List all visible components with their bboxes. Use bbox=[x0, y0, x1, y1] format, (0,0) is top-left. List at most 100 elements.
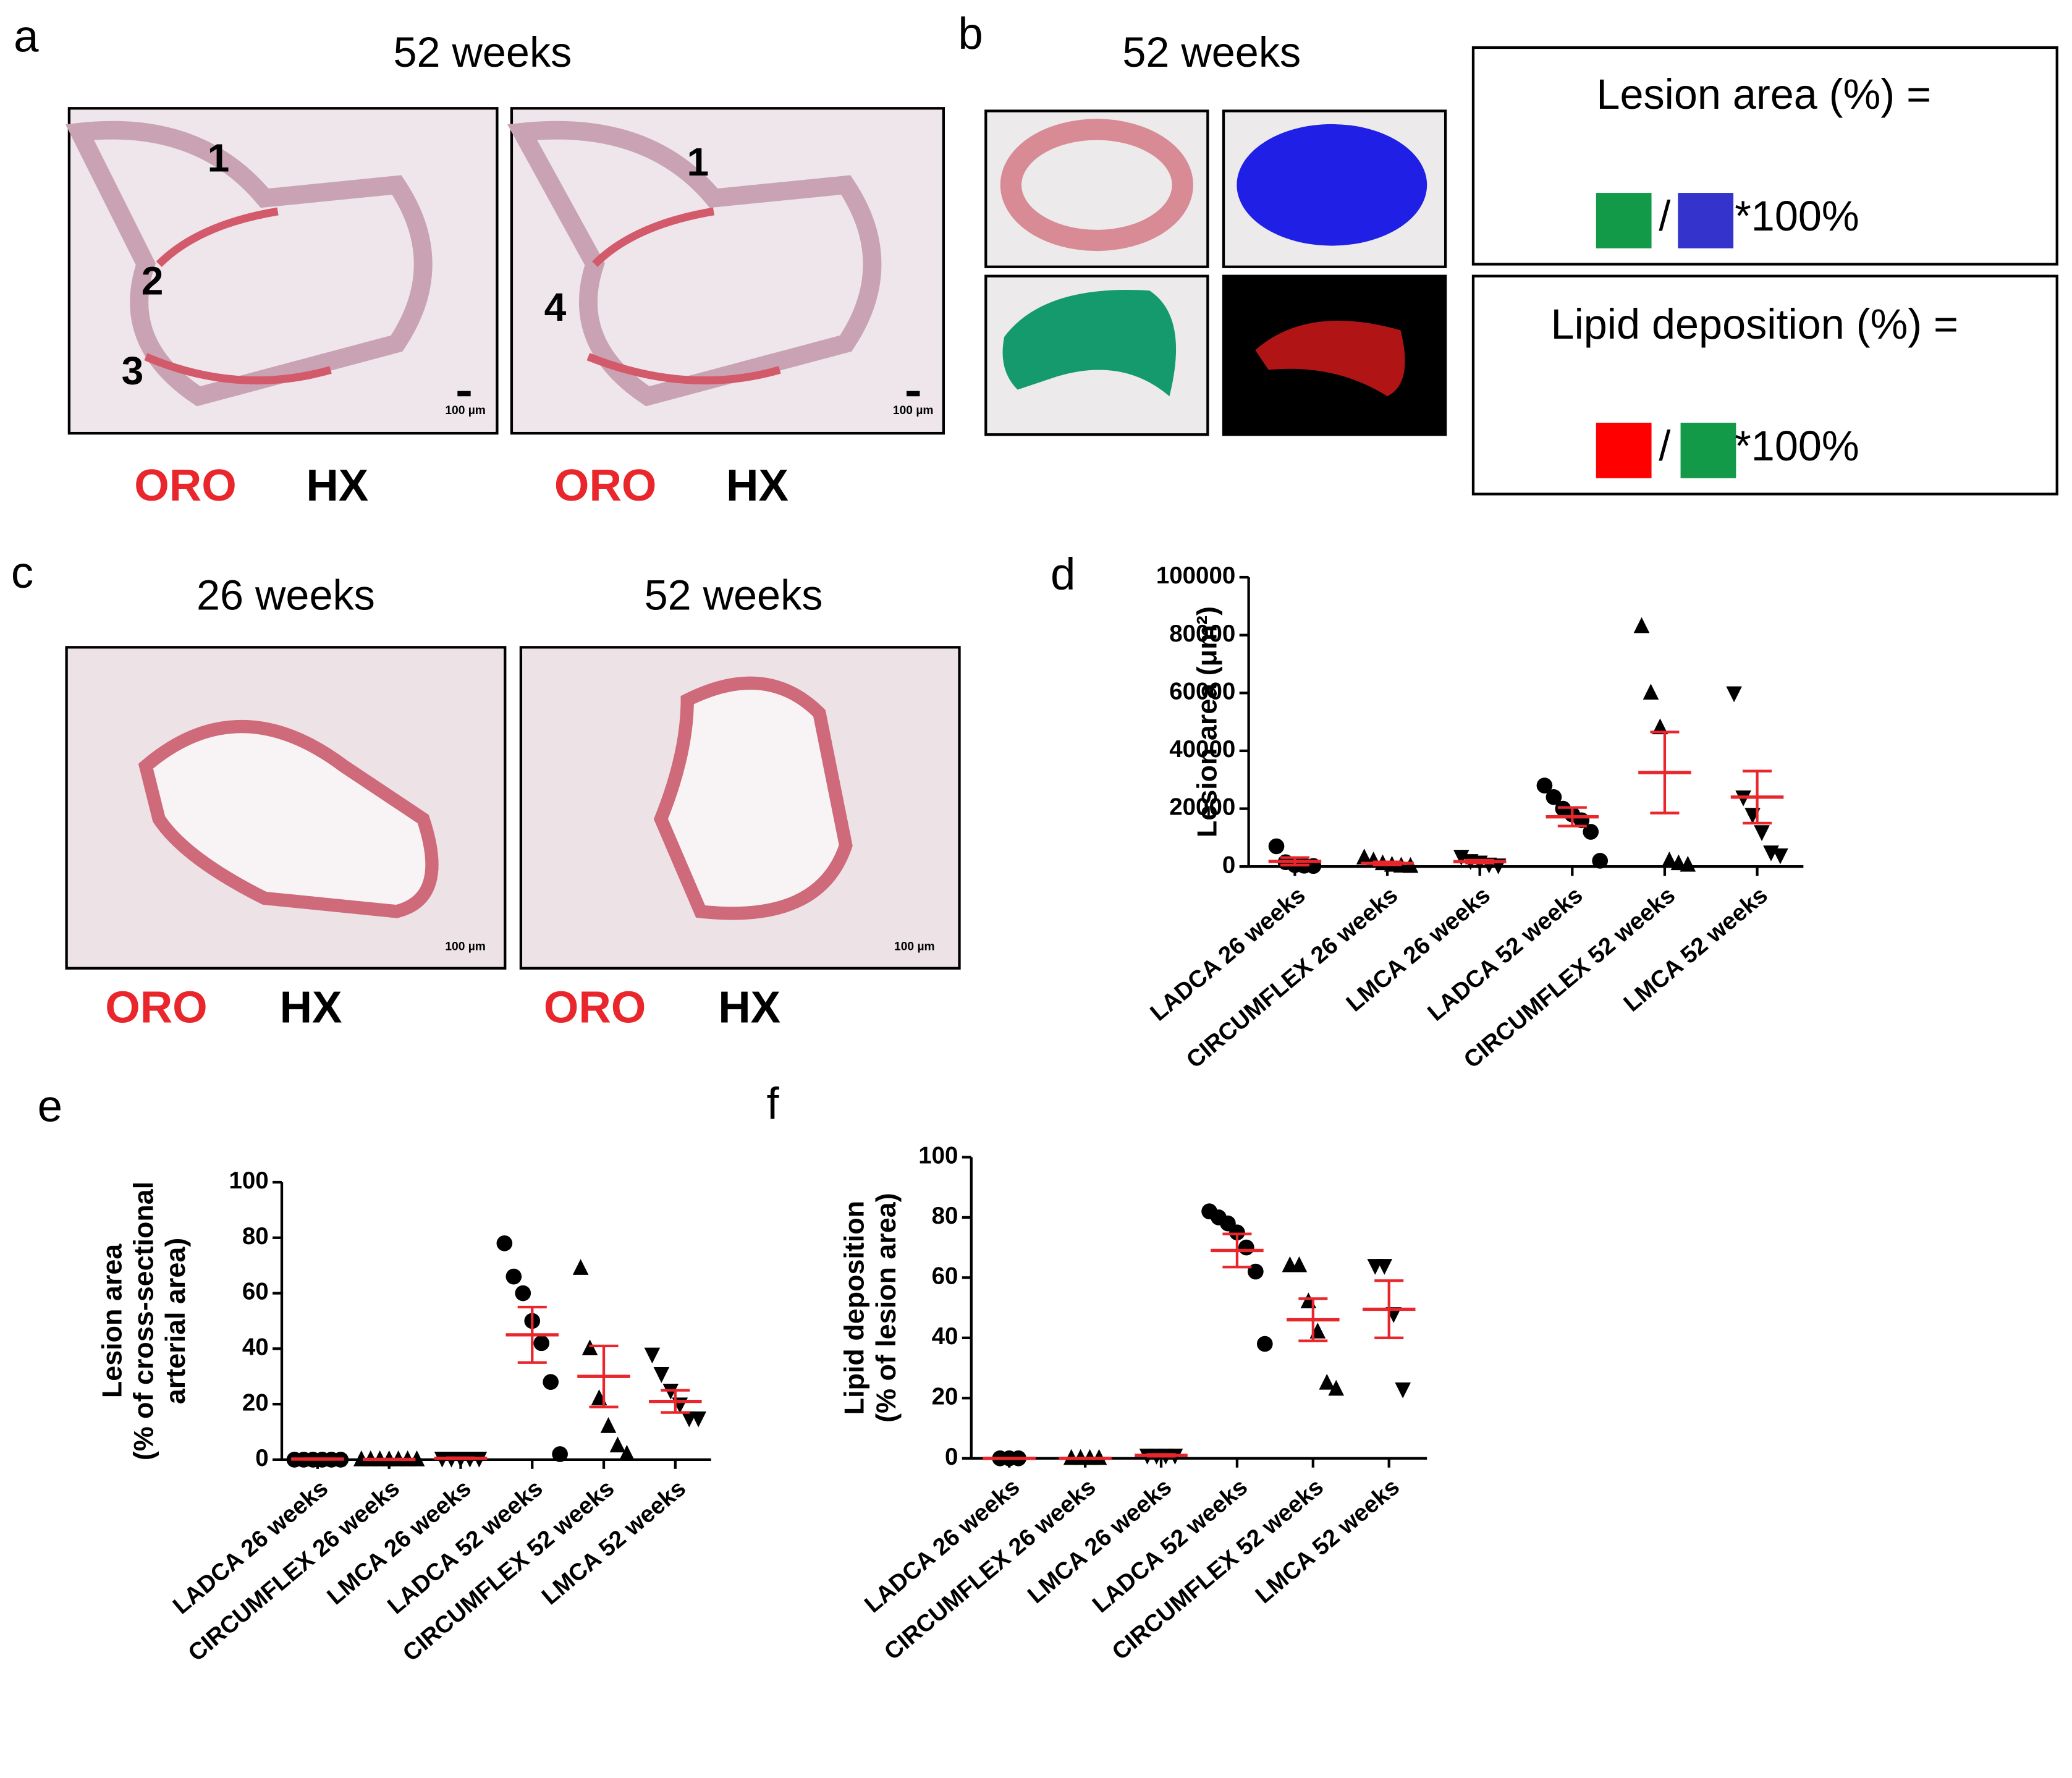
data-point bbox=[1536, 777, 1553, 794]
color-key bbox=[1596, 193, 1652, 248]
stain-label: ORO bbox=[105, 982, 208, 1032]
color-key bbox=[1678, 193, 1734, 248]
y-tick-label: 80 bbox=[242, 1223, 269, 1250]
data-point bbox=[1238, 1239, 1254, 1256]
scale-label: 100 µm bbox=[445, 941, 486, 954]
panel-label: b bbox=[958, 9, 983, 59]
stain-label: HX bbox=[718, 982, 780, 1032]
data-point bbox=[1395, 1382, 1411, 1399]
region-number: 4 bbox=[544, 285, 567, 329]
y-tick-label: 0 bbox=[945, 1444, 958, 1470]
stain-label: ORO bbox=[134, 460, 236, 510]
scale-bar bbox=[907, 391, 920, 397]
formula-factor: *100% bbox=[1735, 193, 1859, 240]
stain-label: HX bbox=[306, 460, 368, 510]
y-tick-label: 100 bbox=[229, 1167, 268, 1194]
y-tick-label: 0 bbox=[1222, 852, 1235, 878]
data-point bbox=[1652, 718, 1668, 735]
data-point bbox=[1328, 1379, 1345, 1396]
data-point bbox=[505, 1268, 522, 1285]
region-number: 1 bbox=[687, 140, 709, 184]
data-point bbox=[1633, 617, 1650, 633]
y-tick-label: 40 bbox=[932, 1323, 958, 1350]
data-point bbox=[1376, 1259, 1393, 1275]
data-point bbox=[1268, 838, 1285, 855]
micrograph bbox=[66, 107, 499, 435]
data-point bbox=[1546, 789, 1562, 805]
data-point bbox=[1356, 849, 1372, 865]
data-point bbox=[543, 1374, 559, 1391]
data-point bbox=[1319, 1373, 1335, 1390]
data-point bbox=[619, 1444, 635, 1461]
formula-factor: *100% bbox=[1735, 423, 1859, 470]
y-tick-label: 20000 bbox=[1169, 794, 1235, 821]
panel-title: 52 weeks bbox=[1122, 29, 1301, 76]
y-axis-label: arterial area) bbox=[159, 1238, 191, 1404]
region-number: 2 bbox=[142, 258, 164, 303]
panel-label: f bbox=[766, 1078, 779, 1128]
data-point bbox=[515, 1285, 531, 1302]
micrograph bbox=[519, 646, 961, 970]
data-point bbox=[1291, 1256, 1308, 1272]
data-point bbox=[1453, 850, 1469, 866]
panel-label: c bbox=[11, 548, 33, 598]
y-axis-label: Lipid deposition bbox=[839, 1201, 870, 1415]
stain-label: ORO bbox=[554, 460, 657, 510]
formula-box bbox=[1471, 46, 2058, 266]
color-key bbox=[1680, 422, 1736, 478]
data-point bbox=[1661, 851, 1678, 868]
panel-title: 52 weeks bbox=[393, 29, 572, 76]
data-point bbox=[1643, 684, 1659, 700]
data-point bbox=[644, 1347, 661, 1364]
panel-label: d bbox=[1051, 549, 1075, 599]
y-tick-label: 0 bbox=[255, 1445, 268, 1471]
data-point bbox=[609, 1436, 626, 1453]
data-point bbox=[1592, 852, 1609, 869]
data-point bbox=[572, 1259, 589, 1275]
stain-label: HX bbox=[280, 982, 342, 1032]
data-point bbox=[496, 1235, 513, 1251]
y-tick-label: 40000 bbox=[1169, 736, 1235, 763]
data-point bbox=[581, 1339, 598, 1356]
y-tick-label: 20 bbox=[242, 1389, 269, 1416]
panel-title: 26 weeks bbox=[197, 572, 375, 619]
formula-text: Lesion area (%) = bbox=[1596, 71, 1931, 118]
color-key bbox=[1596, 422, 1652, 478]
micrograph bbox=[984, 109, 1209, 268]
y-tick-label: 80000 bbox=[1169, 620, 1235, 647]
formula-slash: / bbox=[1659, 193, 1670, 240]
x-tick-label: LADCA 52 weeks bbox=[1423, 882, 1588, 1027]
stain-label: ORO bbox=[544, 982, 646, 1032]
y-axis-label: Lesion area (μm²) bbox=[1191, 606, 1222, 837]
scale-label: 100 µm bbox=[445, 404, 486, 417]
y-tick-label: 60 bbox=[242, 1279, 269, 1305]
data-point bbox=[690, 1411, 707, 1428]
formula-text: Lipid deposition (%) = bbox=[1551, 301, 1958, 348]
data-point bbox=[1754, 825, 1770, 841]
region-number: 3 bbox=[122, 349, 144, 393]
data-point bbox=[408, 1450, 425, 1467]
lesion-mask bbox=[984, 274, 1209, 436]
lumen-mask bbox=[1222, 109, 1447, 268]
region-number: 1 bbox=[208, 136, 230, 180]
micrograph bbox=[507, 107, 945, 435]
panel-label: e bbox=[38, 1082, 62, 1132]
micrograph bbox=[65, 646, 507, 970]
y-axis-label: (% of lesion area) bbox=[870, 1193, 902, 1423]
scale-label: 100 µm bbox=[893, 404, 934, 417]
y-tick-label: 80 bbox=[932, 1203, 958, 1229]
data-point bbox=[1256, 1336, 1273, 1352]
data-point bbox=[552, 1446, 568, 1462]
panel-title: 52 weeks bbox=[645, 572, 823, 619]
scale-bar bbox=[457, 391, 471, 397]
y-tick-label: 100 bbox=[918, 1143, 958, 1169]
stain-label: HX bbox=[726, 460, 789, 510]
data-point bbox=[1670, 854, 1687, 871]
scale-label: 100 µm bbox=[894, 941, 935, 954]
y-tick-label: 60 bbox=[932, 1263, 958, 1289]
data-point bbox=[1583, 824, 1599, 840]
x-tick-label: LADCA 26 weeks bbox=[1145, 882, 1310, 1027]
y-tick-label: 60000 bbox=[1169, 678, 1235, 705]
y-tick-label: 100000 bbox=[1156, 562, 1235, 589]
